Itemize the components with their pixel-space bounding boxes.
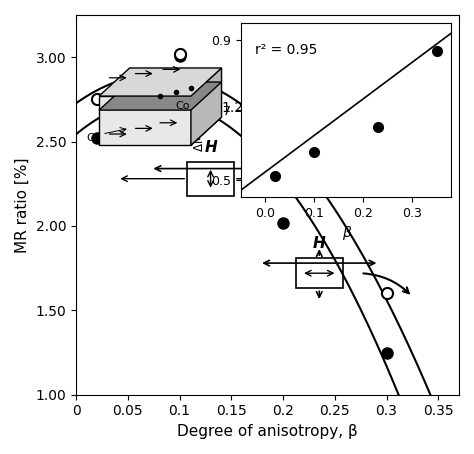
Text: 1.25: 1.25 (221, 101, 252, 115)
X-axis label: Degree of anisotropy, β: Degree of anisotropy, β (177, 424, 358, 439)
Y-axis label: MR ratio [%]: MR ratio [%] (15, 157, 30, 252)
Text: H: H (313, 236, 326, 251)
Text: H: H (204, 140, 217, 155)
